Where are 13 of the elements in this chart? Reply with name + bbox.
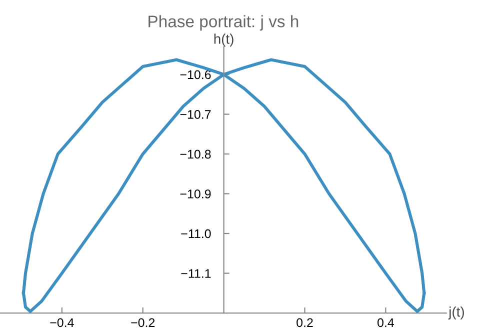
chart-title: Phase portrait: j vs h — [148, 15, 298, 31]
y-tick-label: −10.7 — [180, 110, 211, 119]
y-tick-label: −10.8 — [180, 150, 211, 159]
x-tick-label: 0.2 — [296, 318, 313, 328]
y-tick-label: −10.6 — [180, 70, 211, 80]
x-axis-title: j(t) — [448, 306, 464, 320]
y-tick-label: −11.0 — [181, 229, 211, 238]
y-tick-label: −11.1 — [181, 269, 211, 278]
x-tick-label: −0.2 — [131, 318, 155, 328]
x-tick-label: 0.4 — [377, 318, 394, 328]
y-axis-title: h(t) — [214, 34, 234, 47]
x-tick-label: −0.4 — [50, 318, 74, 328]
y-tick-label: −10.9 — [180, 190, 211, 198]
